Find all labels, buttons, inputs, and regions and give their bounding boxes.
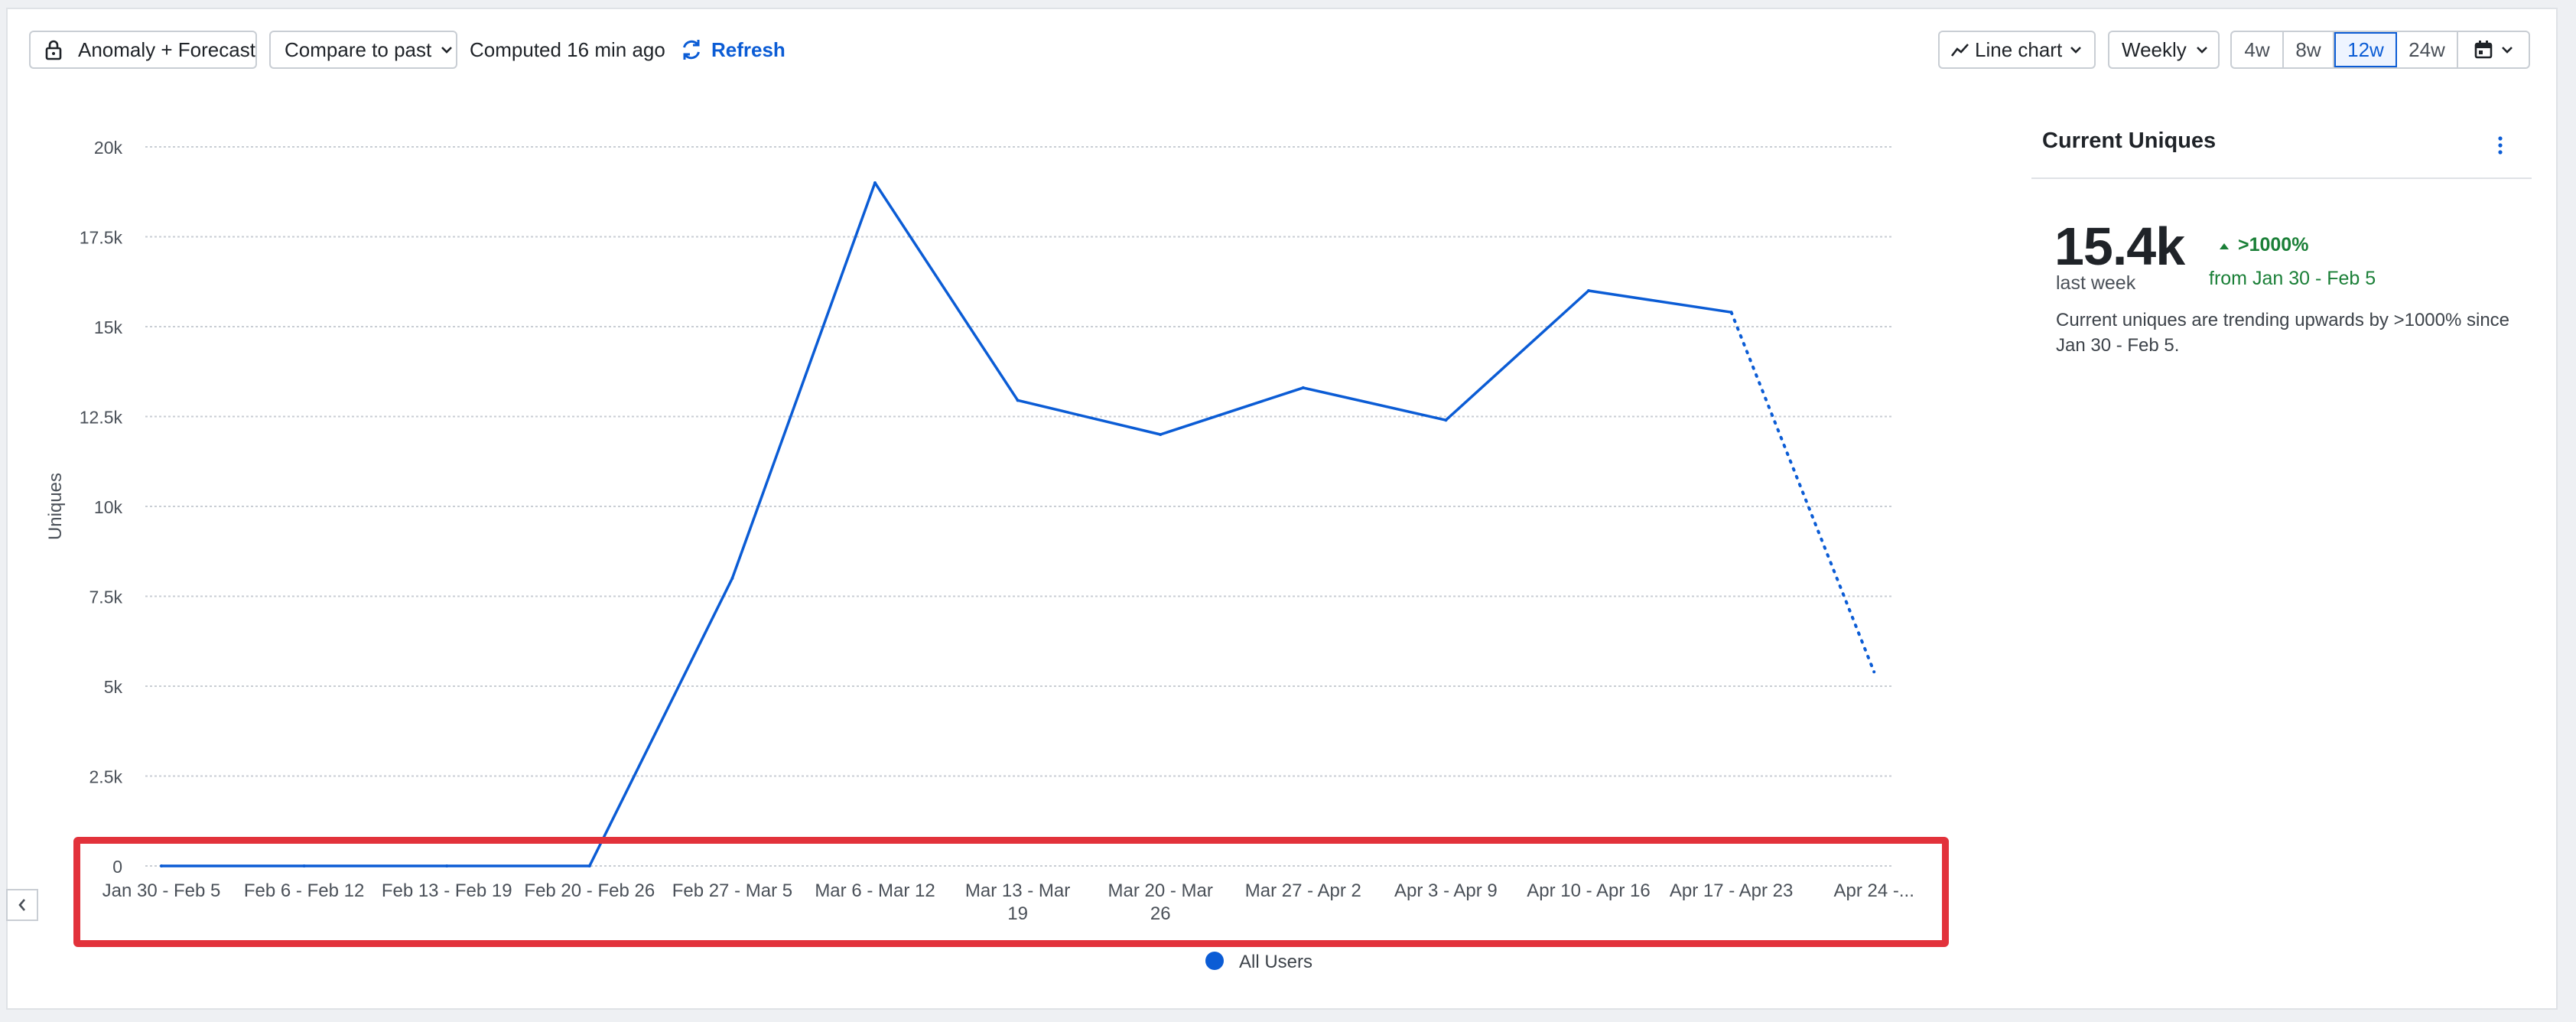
range-8w-button[interactable]: 8w [2284,32,2334,67]
y-tick-label: 0 [112,857,122,877]
more-vertical-icon [2498,136,2503,155]
x-tick-label: Apr 24 -... [1834,880,1914,901]
y-tick-label: 7.5k [89,587,123,607]
summary-menu-button[interactable] [2489,132,2512,159]
y-tick-label: 5k [104,677,123,697]
data-point [873,181,877,184]
x-tick-label: Mar 13 - Mar 19 [965,880,1070,924]
y-tick-label: 17.5k [80,228,123,248]
delta-from: from Jan 30 - Feb 5 [2209,268,2376,289]
chevron-down-icon [2196,47,2207,54]
line-chart-icon [1950,44,1969,57]
x-tick-label: Mar 27 - Apr 2 [1245,880,1361,901]
y-tick-label: 12.5k [80,408,123,428]
data-point [1587,289,1590,292]
lock-icon [45,40,62,60]
chevron-down-icon [2502,47,2513,54]
y-tick-label: 15k [94,317,123,337]
chevron-down-icon [441,47,453,54]
interval-label: Weekly [2122,37,2187,61]
x-tick-label: Feb 13 - Feb 19 [382,880,512,901]
legend-marker [1205,952,1224,970]
custom-range-button[interactable] [2458,32,2529,67]
x-tick-label: Jan 30 - Feb 5 [102,880,221,901]
compare-to-past-label: Compare to past [285,37,432,61]
y-axis-label: Uniques [45,473,66,540]
summary-description: Current uniques are trending upwards by … [2056,310,2510,356]
range-12w-button[interactable]: 12w [2334,32,2397,67]
legend-label: All Users [1239,952,1312,972]
chart-type-label: Line chart [1975,37,2063,61]
chevron-left-icon [18,899,25,911]
delta-value: >1000% [2238,234,2309,255]
data-point [1729,311,1733,314]
uniques-line-chart: 0 2.5k 5k 7.5k 10k 12.5k 15k 17.5k 20k Uniques Jan… [45,138,1914,972]
y-tick-label: 10k [94,497,123,517]
calendar-icon [2474,41,2493,59]
x-tick-label: Mar 6 - Mar 12 [815,880,935,901]
x-tick-label: Apr 17 - Apr 23 [1670,880,1793,901]
delta-badge: >1000% [2218,234,2308,256]
y-tick-label: 20k [94,138,123,158]
anomaly-forecast-label: Anomaly + Forecast [78,37,255,61]
data-point [730,577,734,580]
series-line [161,181,1732,867]
summary-divider [2031,177,2532,179]
x-tick-label: Apr 3 - Apr 9 [1394,880,1498,901]
range-4w-button[interactable]: 4w [2232,32,2284,67]
chart-type-dropdown[interactable]: Line chart [1938,31,2096,69]
chevron-down-icon [2070,47,2082,54]
x-axis-highlight-box [73,837,1949,947]
data-point [1016,399,1020,402]
data-point [445,864,449,867]
x-tick-label: Mar 20 - Mar 26 [1108,880,1213,924]
range-selector: 4w 8w 12w 24w [2230,31,2530,69]
refresh-label: Refresh [711,37,785,61]
x-tick-label: Feb 6 - Feb 12 [244,880,364,901]
data-point [1444,418,1448,422]
x-tick-label: Feb 27 - Mar 5 [672,880,792,901]
data-point [1159,433,1163,436]
compare-to-past-dropdown[interactable]: Compare to past [269,31,457,69]
anomaly-forecast-button[interactable]: Anomaly + Forecast [29,31,257,69]
data-point [302,864,306,867]
current-uniques-value: 15.4k [2054,216,2185,276]
refresh-button[interactable]: Refresh [679,31,785,69]
x-tick-label: Apr 10 - Apr 16 [1527,880,1650,901]
range-24w-button[interactable]: 24w [2397,32,2458,67]
data-point [1301,386,1305,389]
x-tick-label: Feb 20 - Feb 26 [524,880,655,901]
current-uniques-period: last week [2056,272,2136,294]
data-point [1872,670,1876,674]
data-point [587,864,591,867]
refresh-icon [683,40,700,60]
arrow-up-icon [2220,242,2229,249]
computed-status: Computed 16 min ago [470,37,665,61]
summary-title: Current Uniques [2042,129,2217,153]
data-point [160,864,163,867]
collapse-panel-button[interactable] [6,889,38,921]
series-line-partial [1729,311,1876,674]
interval-dropdown[interactable]: Weekly [2108,31,2220,69]
y-tick-label: 2.5k [89,767,123,787]
